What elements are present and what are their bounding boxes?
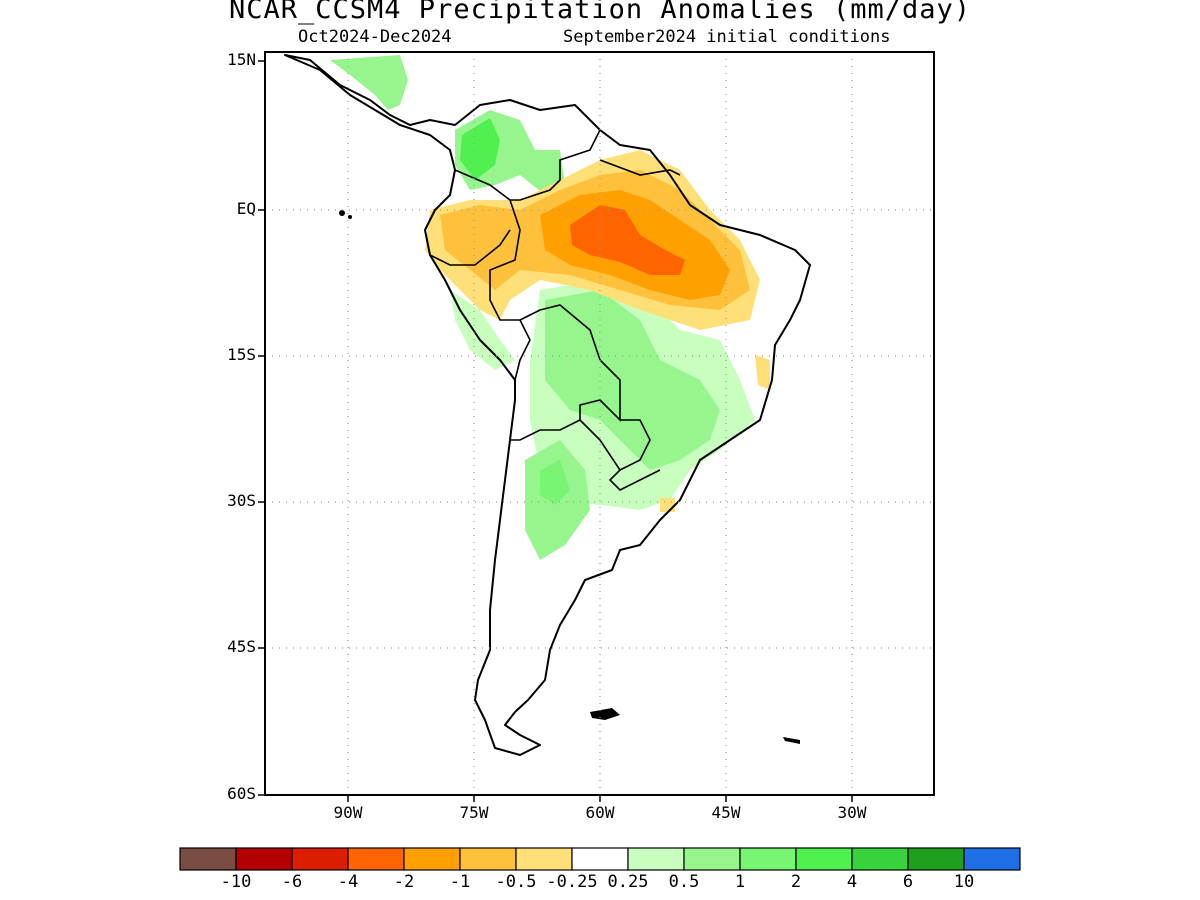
longitude-label: 30W	[837, 803, 867, 822]
galapagos-island	[348, 215, 352, 219]
anomaly-wet-peru	[450, 290, 515, 370]
map-area	[284, 54, 811, 756]
colorbar	[179, 847, 1021, 871]
colorbar-swatch	[403, 847, 461, 871]
colorbar-label: -10	[220, 872, 252, 892]
colorbar-label: 0.25	[607, 872, 649, 892]
colorbar-label: -0.5	[495, 872, 537, 892]
colorbar-swatch	[459, 847, 517, 871]
latitude-label: 15S	[227, 345, 256, 364]
colorbar-label: -4	[337, 872, 359, 892]
map-title: NCAR_CCSM4 Precipitation Anomalies (mm/d…	[229, 0, 971, 25]
colorbar-label: -0.25	[546, 872, 598, 892]
colorbar-swatch	[907, 847, 965, 871]
longitude-label: 90W	[333, 803, 363, 822]
colorbar-label: -2	[393, 872, 415, 892]
longitude-label: 60W	[585, 803, 615, 822]
colorbar-swatch	[515, 847, 573, 871]
colorbar-label: -6	[281, 872, 303, 892]
axis-ticks	[258, 60, 853, 802]
colorbar-label: 4	[846, 872, 858, 892]
colorbar-label: 0.5	[668, 872, 700, 892]
country-borders	[429, 129, 681, 491]
south-georgia	[783, 737, 800, 744]
colorbar-swatch	[179, 847, 237, 871]
colorbar-label: 10	[953, 872, 975, 892]
latitude-label: 45S	[227, 637, 256, 656]
graticule	[265, 52, 934, 795]
anomaly-wet-brazil-interior	[545, 290, 720, 470]
colorbar-swatch	[963, 847, 1021, 871]
galapagos-island	[339, 210, 345, 216]
colorbar-swatch	[851, 847, 909, 871]
initial-conditions: September2024 initial conditions	[563, 27, 891, 47]
colorbar-swatch	[795, 847, 853, 871]
colorbar-swatch	[235, 847, 293, 871]
anomaly-wet-argentina-core	[540, 460, 570, 505]
colorbar-label: 6	[902, 872, 914, 892]
colorbar-swatch	[739, 847, 797, 871]
anomaly-wet-central-america	[330, 55, 408, 110]
anomaly-wet-colombia-core	[460, 118, 500, 180]
colorbar-label: 1	[734, 872, 746, 892]
anomaly-dry-amazon-core	[570, 205, 685, 275]
colorbar-swatch	[627, 847, 685, 871]
anomaly-dry-south-brazil	[660, 498, 675, 512]
colorbar-swatch	[347, 847, 405, 871]
forecast-period: Oct2024-Dec2024	[298, 27, 452, 47]
longitude-label: 45W	[711, 803, 741, 822]
latitude-label: EQ	[236, 199, 256, 218]
colorbar-label: -1	[449, 872, 471, 892]
colorbar-swatch	[291, 847, 349, 871]
colorbar-swatch	[571, 847, 629, 871]
colorbar-label: 2	[790, 872, 802, 892]
latitude-label: 15N	[227, 50, 256, 69]
latitude-label: 60S	[227, 784, 256, 803]
latitude-label: 30S	[227, 491, 256, 510]
colorbar-swatch	[683, 847, 741, 871]
falkland-islands	[590, 708, 620, 720]
anomaly-dry-east-brazil	[755, 355, 770, 390]
longitude-label: 75W	[459, 803, 489, 822]
